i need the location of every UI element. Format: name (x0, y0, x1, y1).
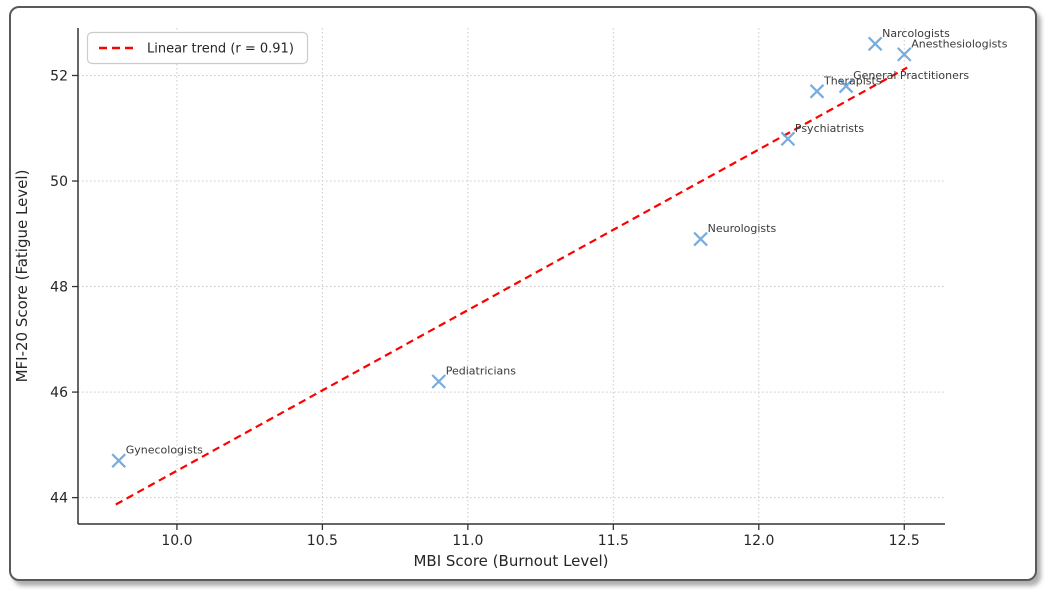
data-points (111, 36, 912, 468)
grid-lines (78, 28, 945, 524)
y-tick-label: 52 (50, 68, 68, 84)
axis-ticks: 10.0 10.5 11.0 11.5 12.0 12.5 44 46 48 50 52 (50, 68, 920, 549)
x-tick-label: 12.5 (889, 533, 920, 549)
data-point-marker (867, 36, 883, 52)
x-tick-label: 11.5 (598, 533, 629, 549)
y-axis-label: MFI-20 Score (Fatigue Level) (13, 170, 31, 383)
data-point-marker (809, 84, 825, 99)
y-tick-label: 50 (50, 174, 68, 190)
point-label: Anesthesiologists (911, 37, 1007, 50)
data-point-marker (838, 78, 854, 94)
x-tick-label: 11.0 (452, 533, 483, 549)
trend-line (115, 66, 908, 506)
point-label: General Practitioners (853, 69, 969, 82)
point-label: Neurologists (708, 222, 777, 235)
legend-label: Linear trend (r = 0.91) (147, 42, 294, 57)
point-label: Gynecologists (126, 444, 203, 457)
point-label: Psychiatrists (795, 122, 864, 135)
y-tick-label: 46 (50, 385, 68, 401)
axis-spines (77, 28, 945, 525)
x-tick-label: 10.0 (161, 533, 192, 549)
data-point-marker (780, 131, 796, 147)
data-point-marker (431, 374, 447, 389)
y-tick-label: 44 (50, 491, 68, 507)
data-point-marker (111, 453, 127, 468)
point-labels: Gynecologists Pediatricians Neurologists Ps… (126, 27, 1008, 457)
x-tick-label: 10.5 (307, 533, 338, 549)
legend: Linear trend (r = 0.91) (86, 31, 309, 65)
data-point-marker (693, 231, 708, 247)
data-point-marker (896, 47, 912, 62)
y-tick-label: 48 (50, 280, 68, 296)
x-tick-label: 12.0 (743, 533, 774, 549)
point-label: Therapists (823, 74, 882, 87)
trend-line-group (115, 66, 908, 506)
figure-frame (9, 6, 1037, 581)
x-axis-label: MBI Score (Burnout Level) (413, 552, 608, 570)
point-label: Narcologists (882, 27, 950, 40)
point-label: Pediatricians (446, 365, 516, 378)
legend-box (86, 31, 309, 65)
